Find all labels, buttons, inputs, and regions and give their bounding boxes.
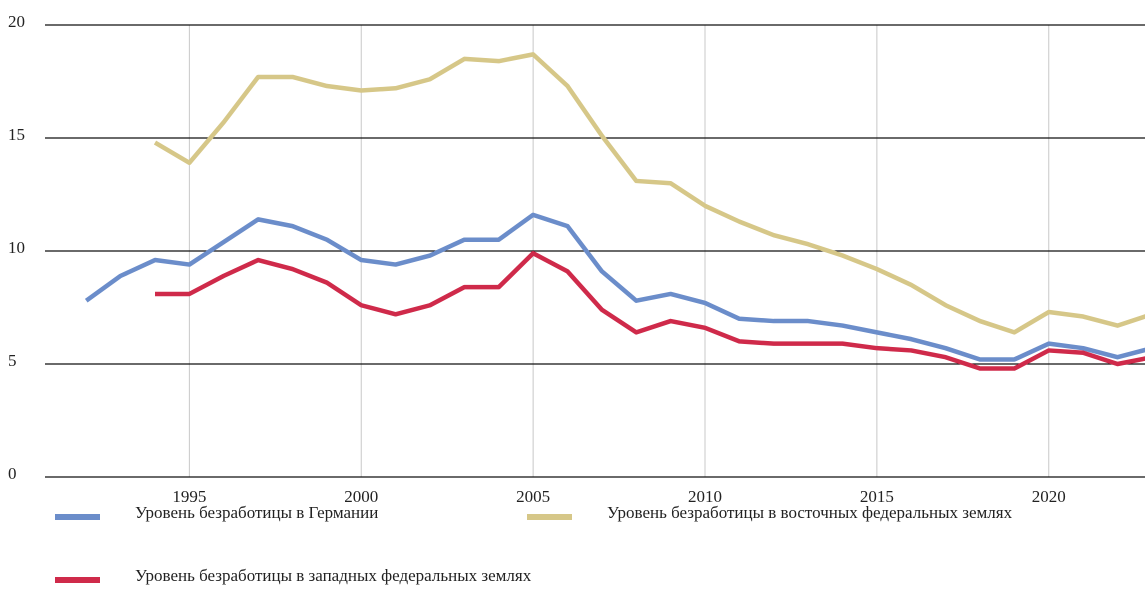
x-tick-label: 2010 <box>688 487 722 506</box>
legend: Уровень безработицы в Германии Уровень бе… <box>55 503 1013 585</box>
x-tick-label: 2005 <box>516 487 550 506</box>
lines <box>84 52 1145 371</box>
legend-label: Уровень безработицы в Германии <box>135 503 378 522</box>
x-tick-label: 2015 <box>860 487 894 506</box>
y-tick-label: 5 <box>8 351 17 370</box>
series-line <box>84 212 1145 362</box>
grid: 1995 2000 2005 2010 2015 2020 0 5 10 15 20 <box>8 12 1145 506</box>
series-line <box>155 251 1145 371</box>
y-tick-label: 20 <box>8 12 25 31</box>
x-tick-label: 2020 <box>1032 487 1066 506</box>
y-tick-label: 0 <box>8 464 17 483</box>
y-tick-label: 15 <box>8 125 25 144</box>
legend-label: Уровень безработицы в восточных федераль… <box>607 503 1013 522</box>
series-line <box>153 52 1145 335</box>
x-tick-label: 1995 <box>172 487 206 506</box>
x-tick-label: 2000 <box>344 487 378 506</box>
y-tick-label: 10 <box>8 238 25 257</box>
legend-label: Уровень безработицы в западных федеральн… <box>135 566 532 585</box>
